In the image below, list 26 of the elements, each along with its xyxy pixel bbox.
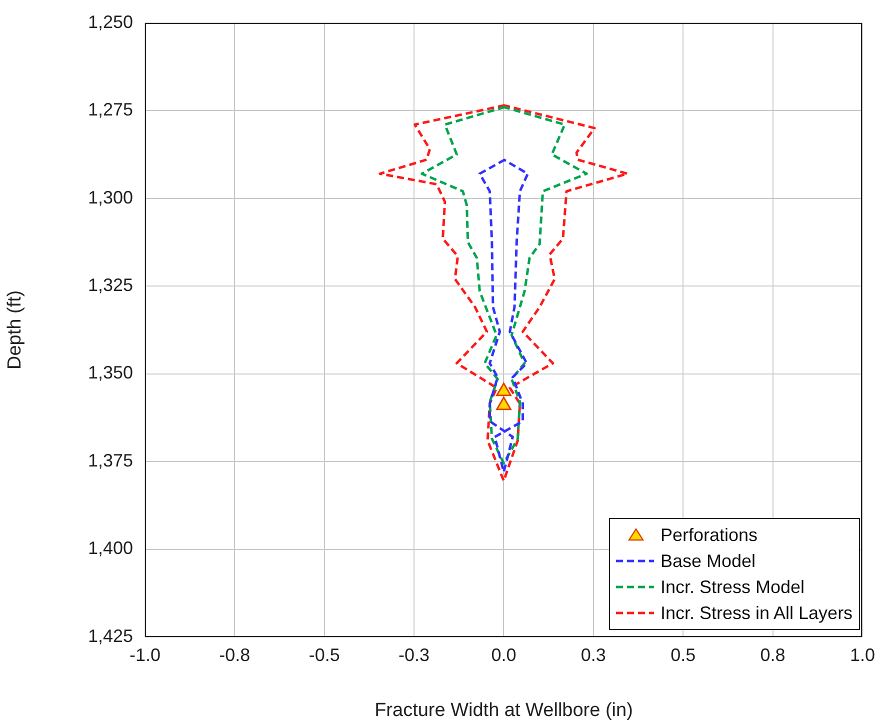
x-tick-label: -0.5 <box>308 644 340 665</box>
x-tick-label: 1.0 <box>850 644 876 665</box>
x-axis-title: Fracture Width at Wellbore (in) <box>374 700 633 721</box>
x-tick-label: 0.5 <box>670 644 696 665</box>
y-tick-label: 1,425 <box>88 626 133 646</box>
y-tick-label: 1,275 <box>88 100 133 120</box>
x-tick-label: -1.0 <box>129 644 161 665</box>
y-tick-label: 1,325 <box>88 274 133 295</box>
line-series <box>478 158 530 474</box>
line-series <box>378 104 629 482</box>
x-tick-label: 0.3 <box>580 644 606 665</box>
x-tick-label: -0.3 <box>398 644 430 665</box>
x-tick-label: -0.8 <box>219 644 250 665</box>
line-series <box>420 106 588 465</box>
y-tick-label: 1,400 <box>88 538 133 558</box>
y-tick-label: 1,250 <box>88 12 133 32</box>
x-tick-label: 0.0 <box>491 644 516 665</box>
legend-label: Base Model <box>660 550 756 572</box>
legend-label: Perforations <box>660 524 758 546</box>
y-tick-label: 1,375 <box>88 450 133 470</box>
y-tick-label: 1,350 <box>88 362 133 383</box>
y-axis-title: Depth (ft) <box>4 290 26 370</box>
y-tick-label: 1,300 <box>88 187 133 208</box>
legend-label: Incr. Stress Model <box>660 576 805 598</box>
x-tick-label: 0.8 <box>760 644 786 665</box>
legend-label: Incr. Stress in All Layers <box>660 602 853 624</box>
